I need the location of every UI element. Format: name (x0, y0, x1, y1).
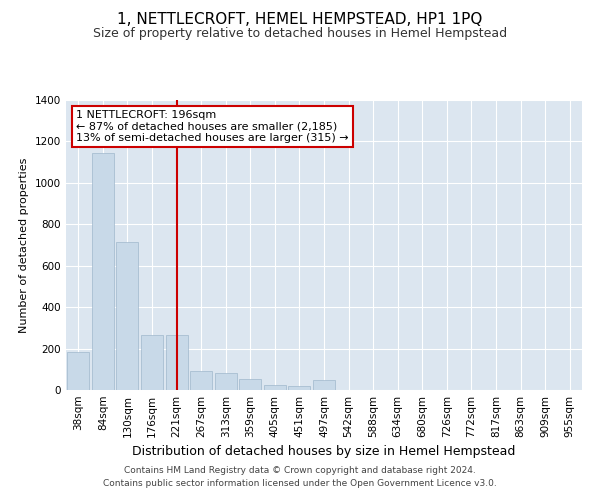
Text: Size of property relative to detached houses in Hemel Hempstead: Size of property relative to detached ho… (93, 28, 507, 40)
Bar (141, 335, 163, 390)
Text: 1 NETTLECROFT: 196sqm
← 87% of detached houses are smaller (2,185)
13% of semi-d: 1 NETTLECROFT: 196sqm ← 87% of detached … (76, 110, 349, 144)
Bar (313, 380, 335, 390)
Bar (239, 378, 262, 390)
Text: 1, NETTLECROFT, HEMEL HEMPSTEAD, HP1 1PQ: 1, NETTLECROFT, HEMEL HEMPSTEAD, HP1 1PQ (118, 12, 482, 28)
Bar (67, 352, 89, 390)
Bar (92, 153, 114, 390)
Bar (190, 372, 212, 390)
Bar (116, 242, 139, 390)
X-axis label: Distribution of detached houses by size in Hemel Hempstead: Distribution of detached houses by size … (133, 446, 515, 458)
Text: Contains HM Land Registry data © Crown copyright and database right 2024.
Contai: Contains HM Land Registry data © Crown c… (103, 466, 497, 487)
Y-axis label: Number of detached properties: Number of detached properties (19, 158, 29, 332)
Bar (264, 385, 286, 390)
Bar (215, 374, 237, 390)
Bar (289, 386, 310, 390)
Bar (166, 335, 188, 390)
